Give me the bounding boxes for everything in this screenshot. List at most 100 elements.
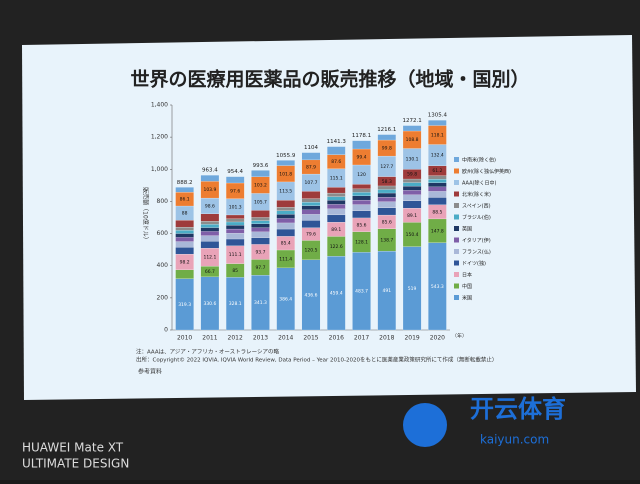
legend-label: 英国 — [462, 226, 472, 233]
watermark-logo: 开云体育 — [470, 395, 566, 423]
bar-segment — [352, 188, 371, 193]
value-label: 122.6 — [330, 244, 343, 250]
bar-segment — [301, 205, 321, 210]
bar-segment — [301, 209, 321, 215]
value-label: 99.4 — [357, 154, 367, 160]
value-label: 89.1 — [407, 213, 417, 219]
bar-segment — [301, 198, 321, 203]
value-label: 103.9 — [203, 187, 216, 193]
bar-segment — [327, 204, 346, 209]
bar-segment — [428, 179, 447, 183]
value-label: 341.3 — [254, 300, 267, 306]
legend-swatch — [454, 272, 459, 277]
bar-segment — [327, 187, 346, 194]
bar-segment — [225, 233, 245, 240]
bar-segment — [301, 152, 321, 161]
value-label: 120.5 — [305, 248, 318, 254]
value-label: 519 — [408, 286, 417, 292]
bar-segment — [352, 195, 371, 201]
bar-segment — [301, 214, 321, 221]
x-tick-label: 2013 — [253, 335, 268, 342]
value-label: 111.1 — [229, 252, 242, 258]
y-tick-label: 1,400 — [151, 102, 168, 109]
value-label: 111.4 — [279, 256, 292, 262]
value-label: 93.7 — [255, 249, 265, 255]
bar-segment — [225, 225, 245, 230]
bar-segment — [276, 210, 295, 215]
bar-segment — [251, 231, 270, 238]
value-label: 330.6 — [203, 301, 216, 307]
legend-label: 中南米(除く伯) — [462, 157, 496, 164]
legend-label: 中国 — [462, 283, 472, 290]
footnote: 参考資料 — [138, 368, 162, 376]
value-label: 98.6 — [205, 203, 215, 209]
bar-segment — [327, 214, 346, 223]
total-label: 1141.3 — [327, 139, 347, 145]
value-label: 108.8 — [406, 137, 419, 143]
bar-segment — [377, 197, 397, 202]
value-label: 86.1 — [180, 197, 190, 203]
x-tick-label: 2016 — [329, 335, 344, 342]
total-label: 1178.1 — [352, 133, 371, 139]
bar-segment — [251, 237, 270, 245]
value-label: 88.5 — [432, 209, 442, 215]
y-tick-label: 400 — [157, 262, 169, 269]
bar-segment — [352, 192, 371, 197]
total-label: 993.6 — [253, 163, 269, 169]
value-label: 543.3 — [431, 284, 444, 290]
bar-segment — [327, 196, 346, 201]
bar-segment — [352, 210, 371, 219]
bar-segment — [225, 228, 245, 234]
x-tick-label: 2014 — [278, 335, 293, 342]
total-label: 1055.9 — [276, 153, 296, 159]
value-label: 120 — [357, 172, 366, 178]
bar-segment — [428, 186, 447, 192]
legend-swatch — [454, 237, 459, 243]
value-label: 128.1 — [355, 239, 368, 245]
bar-segment — [175, 247, 194, 255]
bar-segment — [225, 218, 245, 223]
value-label: 98.2 — [180, 259, 190, 265]
value-label: 150.4 — [406, 232, 419, 238]
x-tick-label: 2020 — [430, 335, 445, 342]
value-label: 491 — [383, 288, 392, 294]
value-label: 132.4 — [431, 153, 444, 159]
value-label: 89.1 — [331, 227, 341, 233]
bar-segment — [276, 228, 295, 237]
legend-label: イタリア(伊) — [462, 237, 491, 244]
bar-segment — [352, 199, 371, 205]
x-axis-label: （年） — [452, 333, 467, 340]
bar-segment — [301, 191, 321, 199]
legend-label: スペイン(西) — [462, 204, 491, 210]
total-label: 1104 — [304, 145, 318, 151]
x-tick-label: 2012 — [228, 335, 243, 342]
x-tick-label: 2017 — [354, 335, 369, 342]
total-label: 1216.1 — [377, 127, 396, 133]
bar-segment — [276, 160, 295, 166]
bar-segment — [251, 170, 270, 177]
bar-segment — [402, 178, 422, 183]
bar-segment — [352, 204, 371, 211]
bar-segment — [377, 189, 397, 194]
bar-segment — [327, 192, 346, 197]
value-label: 61.2 — [432, 168, 442, 174]
legend-swatch — [454, 168, 459, 174]
y-tick-label: 600 — [157, 230, 169, 237]
total-label: 1272.1 — [402, 118, 421, 124]
value-label: 85.4 — [281, 241, 291, 247]
bar-segment — [327, 200, 346, 205]
x-tick-label: 2019 — [404, 335, 419, 342]
value-label: 66.7 — [205, 269, 215, 275]
y-tick-label: 800 — [157, 198, 169, 205]
bar-segment — [200, 213, 220, 222]
bar-segment — [175, 241, 194, 248]
y-tick-label: 1,000 — [151, 166, 168, 173]
bar-segment — [175, 237, 194, 242]
x-tick-label: 2010 — [177, 335, 192, 342]
total-label: 888.2 — [177, 180, 193, 186]
value-label: 436.6 — [305, 292, 318, 298]
value-label: 147.8 — [431, 228, 444, 234]
value-label: 101.3 — [229, 204, 242, 210]
value-label: 97.7 — [255, 265, 265, 271]
